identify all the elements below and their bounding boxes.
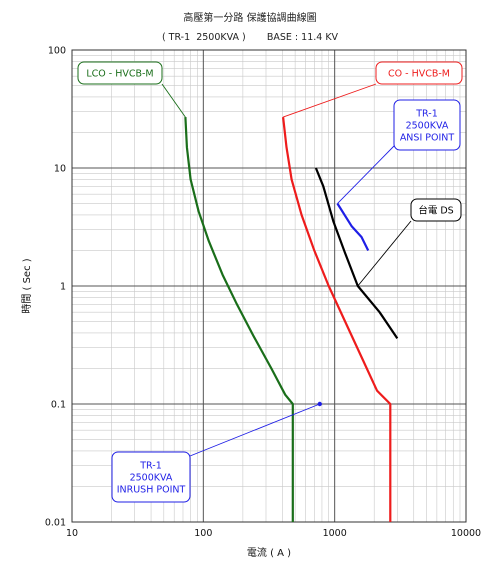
x-axis-label: 電流 ( A ) xyxy=(247,546,291,559)
callout-ds: 台電 DS xyxy=(357,198,462,287)
callout-leader-line xyxy=(337,145,395,204)
y-tick-label: 0.1 xyxy=(51,400,66,411)
callout-label: 2500KVA xyxy=(406,121,449,132)
x-tick-label: 10 xyxy=(66,528,78,539)
callout-co: CO - HVCB-M xyxy=(282,61,463,118)
callout-box xyxy=(111,451,191,503)
y-tick-label: 1 xyxy=(60,282,66,293)
callout-label: 2500KVA xyxy=(130,473,173,484)
x-tick-label: 1000 xyxy=(323,528,347,539)
callout-box xyxy=(410,198,462,222)
y-tick-label: 10 xyxy=(54,164,66,175)
y-tick-label: 0.01 xyxy=(45,518,66,529)
callout-label: 台電 DS xyxy=(418,205,453,217)
callout-box xyxy=(393,99,461,151)
callout-leader-line xyxy=(189,403,320,457)
callout-leader-line xyxy=(282,83,377,118)
callout-label: LCO - HVCB-M xyxy=(86,69,153,80)
callout-label: TR-1 xyxy=(139,461,162,472)
plot-frame xyxy=(71,49,467,523)
major-grid xyxy=(72,50,466,522)
x-tick-label: 100 xyxy=(194,528,212,539)
callout-label: INRUSH POINT xyxy=(117,485,186,496)
ansi-point-curve xyxy=(336,202,370,251)
chart-title: 高壓第一分路 保護協調曲線圖 xyxy=(183,13,317,24)
callout-label: CO - HVCB-M xyxy=(388,69,450,80)
chart-subtitle: ( TR-1 2500KVA ) BASE : 11.4 KV xyxy=(161,32,339,43)
x-tick-label: 10000 xyxy=(451,528,481,539)
callout-box xyxy=(77,61,163,85)
callout-leader-line xyxy=(161,83,186,118)
callout-leader-line xyxy=(357,220,412,287)
lco-hvcb-m-curve xyxy=(184,117,294,522)
callout-lco: LCO - HVCB-M xyxy=(77,61,186,118)
callout-box xyxy=(375,61,463,85)
y-tick-label: 100 xyxy=(48,46,66,57)
callout-label: ANSI POINT xyxy=(400,133,455,144)
y-axis-label: 時間 ( Sec ) xyxy=(21,258,33,313)
co-hvcb-m-curve xyxy=(282,116,392,522)
callout-label: TR-1 xyxy=(415,109,438,120)
taipower-ds-curve xyxy=(314,167,399,340)
